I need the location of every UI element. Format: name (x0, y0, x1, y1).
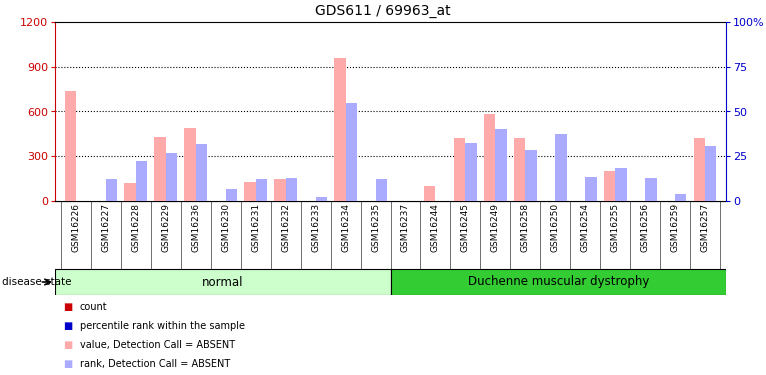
Bar (106, 179, 117, 201)
Text: rank, Detection Call = ABSENT: rank, Detection Call = ABSENT (80, 359, 230, 369)
Bar (345, 102, 357, 201)
Bar (496, 129, 507, 201)
Text: GSM16231: GSM16231 (251, 203, 260, 252)
Bar (424, 186, 435, 201)
Bar (454, 138, 466, 201)
Bar (256, 178, 267, 201)
Bar (466, 143, 476, 201)
Bar (645, 178, 656, 201)
Text: percentile rank within the sample: percentile rank within the sample (80, 321, 244, 331)
Bar (525, 150, 537, 201)
Text: GSM16258: GSM16258 (521, 203, 530, 252)
Bar (64, 91, 76, 201)
Text: value, Detection Call = ABSENT: value, Detection Call = ABSENT (80, 340, 234, 350)
Bar (226, 189, 237, 201)
Bar (484, 114, 496, 201)
Text: ■: ■ (63, 359, 72, 369)
Bar (185, 128, 196, 201)
Bar (391, 269, 726, 295)
Bar (55, 269, 391, 295)
Bar (155, 137, 165, 201)
Bar (375, 179, 387, 201)
Text: count: count (80, 302, 107, 312)
Text: GSM16234: GSM16234 (341, 203, 350, 252)
Text: GSM16249: GSM16249 (491, 203, 500, 252)
Bar (125, 183, 136, 201)
Text: GSM16228: GSM16228 (132, 203, 140, 252)
Bar (585, 177, 597, 201)
Text: GSM16229: GSM16229 (162, 203, 170, 252)
Text: GSM16254: GSM16254 (581, 203, 590, 252)
Text: ■: ■ (63, 340, 72, 350)
Bar (705, 146, 716, 201)
Bar (555, 134, 567, 201)
Bar (244, 182, 256, 201)
Bar (136, 161, 147, 201)
Bar (316, 196, 327, 201)
Bar (675, 194, 686, 201)
Bar (165, 153, 177, 201)
Bar (274, 178, 286, 201)
Bar (514, 138, 525, 201)
Text: GSM16233: GSM16233 (311, 203, 320, 252)
Text: GSM16230: GSM16230 (221, 203, 231, 252)
Bar (196, 144, 207, 201)
Bar (334, 58, 345, 201)
Text: GSM16227: GSM16227 (101, 203, 110, 252)
Text: GSM16236: GSM16236 (192, 203, 200, 252)
Text: Duchenne muscular dystrophy: Duchenne muscular dystrophy (467, 276, 649, 288)
Text: GSM16259: GSM16259 (670, 203, 679, 252)
Text: GSM16226: GSM16226 (71, 203, 80, 252)
Text: GSM16245: GSM16245 (461, 203, 470, 252)
Bar (286, 178, 297, 201)
Text: GSM16256: GSM16256 (640, 203, 650, 252)
Text: normal: normal (202, 276, 244, 288)
Bar (604, 171, 615, 201)
Text: GSM16237: GSM16237 (401, 203, 410, 252)
Text: GSM16232: GSM16232 (281, 203, 290, 252)
Text: ■: ■ (63, 302, 72, 312)
Bar (615, 168, 627, 201)
Text: GSM16235: GSM16235 (371, 203, 380, 252)
Text: GSM16255: GSM16255 (611, 203, 620, 252)
Bar (694, 138, 705, 201)
Text: ■: ■ (63, 321, 72, 331)
Text: GSM16257: GSM16257 (701, 203, 709, 252)
Text: GDS611 / 69963_at: GDS611 / 69963_at (315, 4, 451, 18)
Text: GSM16250: GSM16250 (551, 203, 560, 252)
Text: GSM16244: GSM16244 (431, 203, 440, 252)
Text: disease state: disease state (2, 277, 71, 287)
